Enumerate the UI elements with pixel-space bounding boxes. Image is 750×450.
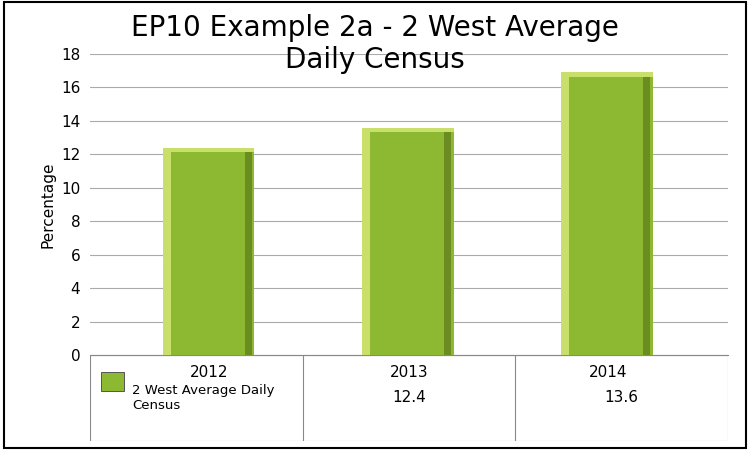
Text: 12.4: 12.4	[392, 391, 426, 405]
Bar	[364, 128, 454, 355]
Text: 13.6: 13.6	[604, 391, 638, 405]
Bar	[245, 148, 252, 355]
Text: 2 West Average Daily
Census: 2 West Average Daily Census	[133, 384, 275, 412]
Bar	[563, 72, 652, 355]
Text: EP10 Example 2a - 2 West Average
Daily Census: EP10 Example 2a - 2 West Average Daily C…	[131, 14, 619, 74]
Bar	[362, 128, 370, 355]
Bar	[563, 72, 652, 76]
Bar	[165, 148, 254, 355]
Bar	[444, 128, 451, 355]
Bar	[165, 148, 254, 152]
Bar	[163, 148, 171, 355]
Bar	[364, 128, 454, 132]
Bar	[561, 72, 569, 355]
Y-axis label: Percentage: Percentage	[40, 161, 56, 248]
Bar	[644, 72, 650, 355]
Bar	[100, 372, 124, 391]
